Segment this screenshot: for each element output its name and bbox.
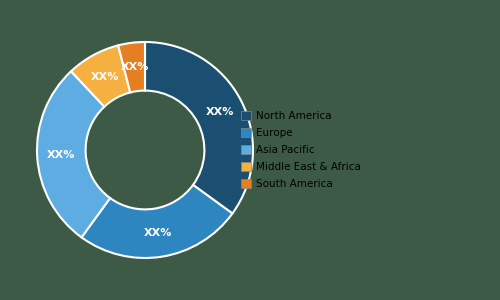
- Text: XX%: XX%: [120, 62, 148, 72]
- Text: XX%: XX%: [144, 228, 172, 238]
- Text: XX%: XX%: [48, 150, 76, 160]
- Wedge shape: [82, 185, 233, 258]
- Text: XX%: XX%: [90, 72, 119, 82]
- Wedge shape: [71, 45, 130, 107]
- Wedge shape: [118, 42, 145, 92]
- Text: XX%: XX%: [206, 107, 234, 117]
- Wedge shape: [145, 42, 253, 214]
- Wedge shape: [37, 71, 110, 237]
- Legend: North America, Europe, Asia Pacific, Middle East & Africa, South America: North America, Europe, Asia Pacific, Mid…: [236, 107, 366, 193]
